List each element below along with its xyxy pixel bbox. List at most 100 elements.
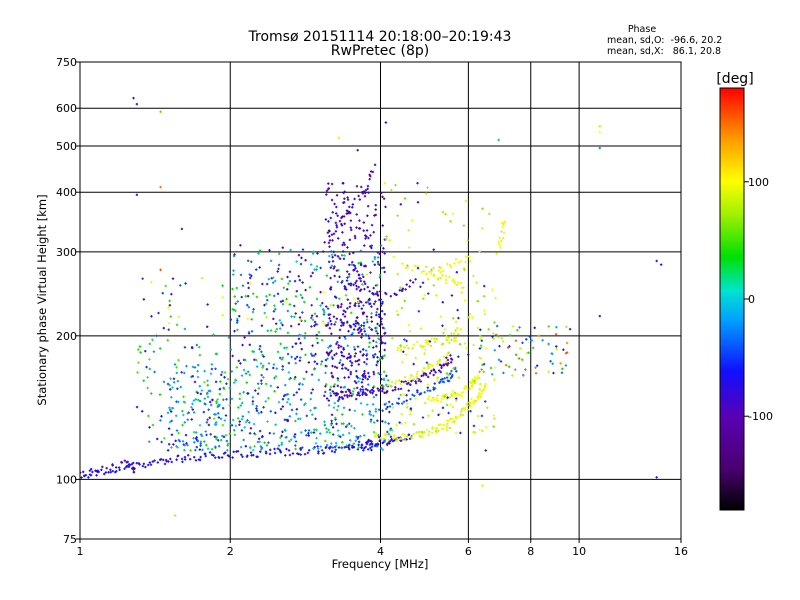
data-point [355,284,358,288]
data-point [340,281,343,284]
data-point [350,263,353,266]
data-point [459,431,462,435]
data-point [183,444,187,447]
data-point [135,405,139,409]
data-point [325,383,328,386]
data-point [329,276,332,280]
data-point [363,370,366,373]
data-point [342,355,346,358]
data-point [345,444,348,447]
data-point [156,437,159,441]
data-point [363,330,366,333]
data-point [452,337,456,340]
data-point [475,281,478,284]
data-point [333,254,337,257]
data-point [315,362,319,365]
data-point [432,266,435,270]
data-point [247,305,251,309]
data-point [324,390,327,394]
data-point [249,427,253,430]
data-point [362,327,366,330]
data-point [200,434,204,438]
data-point [183,448,186,452]
data-point [327,241,331,245]
data-point [224,414,228,417]
data-point [410,269,414,272]
data-point [407,379,410,382]
data-point [383,252,386,255]
data-point [480,389,484,393]
data-point [221,296,224,299]
data-point [376,251,380,254]
data-point [353,268,356,272]
data-point [278,319,282,322]
data-point [299,334,303,337]
data-point [159,458,163,461]
data-point [168,408,172,411]
data-point [362,324,366,327]
data-point [280,358,284,361]
data-point [349,282,353,285]
data-point [276,386,279,389]
data-point [331,390,335,393]
data-point [159,419,162,422]
data-point [445,356,448,359]
data-point [405,283,408,286]
data-point [257,411,260,415]
data-point [345,212,348,215]
data-point [369,446,372,450]
data-point [527,351,530,354]
data-point [659,263,663,266]
y-tick-label: 300 [56,246,77,259]
data-point [477,392,481,395]
data-point [424,348,427,351]
data-point [374,410,378,413]
data-point [291,345,294,349]
data-point [146,386,149,390]
data-point [407,381,410,385]
data-point [287,449,291,452]
data-point [254,358,258,362]
data-point [185,364,188,368]
data-point [530,339,533,342]
data-point [363,280,366,283]
data-point [537,334,540,338]
data-point [446,262,449,266]
data-point [357,363,360,366]
data-point [434,371,437,374]
data-point [464,260,467,264]
data-point [378,263,382,267]
data-point [415,375,418,379]
data-point [472,424,476,428]
data-point [203,452,207,456]
data-point [351,206,354,209]
data-point [261,282,264,286]
data-point [438,358,442,361]
data-point [364,264,367,268]
data-point [160,415,163,418]
data-point [338,328,342,332]
data-point [380,335,383,338]
data-point [278,356,282,360]
data-point [353,409,356,412]
data-point [337,434,340,437]
data-point [151,338,154,341]
data-point [221,284,224,287]
data-point [334,448,337,451]
data-point [453,339,456,343]
data-point [402,400,406,404]
data-point [301,248,305,251]
data-point [378,350,382,353]
data-point [277,263,281,267]
data-point [352,345,356,349]
data-point [430,272,433,276]
data-point [310,316,313,320]
data-point [524,368,527,371]
phase-info-heading: Phase [628,24,657,35]
data-point [228,455,231,458]
data-point [241,343,244,347]
data-point [206,418,209,421]
data-point [411,393,414,396]
data-point [342,309,345,312]
x-tick-label: 16 [674,545,688,558]
